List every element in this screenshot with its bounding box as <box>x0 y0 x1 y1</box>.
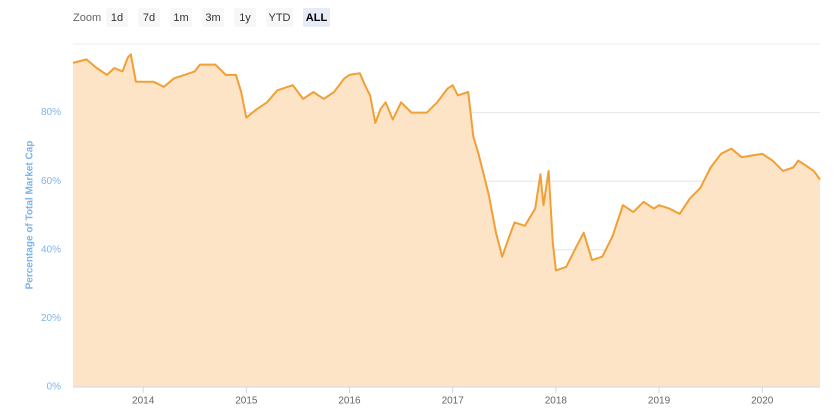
y-tick-label: 80% <box>41 107 61 118</box>
zoom-button[interactable] <box>170 8 192 27</box>
y-tick-label: 0% <box>47 382 62 393</box>
x-tick-label: 2018 <box>545 396 568 407</box>
zoom-button-label[interactable]: 1d <box>111 12 123 24</box>
zoom-button[interactable] <box>234 8 256 27</box>
zoom-button[interactable] <box>266 8 293 27</box>
x-tick-label: 2016 <box>338 396 361 407</box>
zoom-button-label[interactable]: 1y <box>239 12 251 24</box>
line <box>72 53 821 272</box>
x-tick-label: 2020 <box>751 396 774 407</box>
x-tick-label: 2015 <box>235 396 258 407</box>
y-tick-label: 60% <box>41 176 61 187</box>
zoom-button-label[interactable]: 7d <box>143 12 155 24</box>
x-tick-label: 2019 <box>648 396 671 407</box>
x-tick-label: 2014 <box>132 396 155 407</box>
y-tick-label: 20% <box>41 313 61 324</box>
zoom-button[interactable] <box>202 8 224 27</box>
y-axis-title: Percentage of Total Market Cap <box>25 141 36 290</box>
area <box>73 54 820 388</box>
zoom-button-label[interactable]: YTD <box>269 12 291 24</box>
zoom-button[interactable] <box>303 8 330 27</box>
zoom-button[interactable] <box>106 8 128 27</box>
zoom-button-label[interactable]: 1m <box>173 12 188 24</box>
zoom-button-label[interactable]: 3m <box>205 12 220 24</box>
x-tick-label: 2017 <box>442 396 465 407</box>
zoom-label: Zoom <box>73 12 101 24</box>
zoom-button[interactable] <box>138 8 160 27</box>
zoom-button-label[interactable]: ALL <box>306 12 328 24</box>
y-tick-label: 40% <box>41 244 61 255</box>
